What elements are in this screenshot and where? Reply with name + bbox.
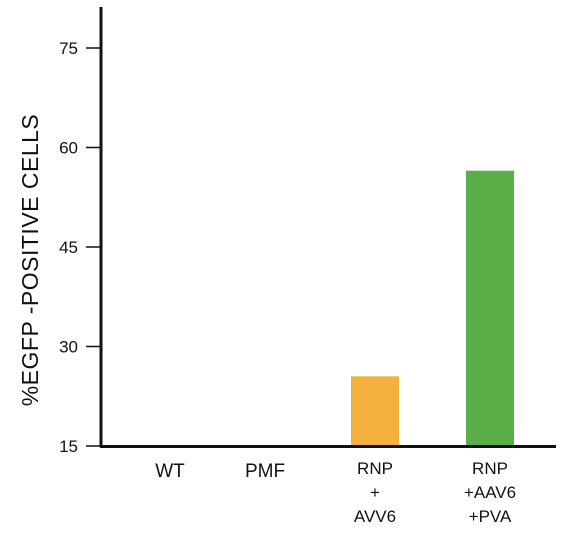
x-category-label: + xyxy=(370,483,380,502)
x-category-label: PMF xyxy=(245,461,285,482)
x-category-label: WT xyxy=(155,461,185,482)
y-axis-ticks: 15 30 45 60 75 xyxy=(59,39,101,456)
y-tick-label: 60 xyxy=(59,139,78,158)
bar xyxy=(351,376,399,446)
y-tick-label: 15 xyxy=(59,437,78,456)
x-category-label: AVV6 xyxy=(354,507,396,526)
bars xyxy=(351,170,514,446)
y-tick-label: 75 xyxy=(59,39,78,58)
bar xyxy=(466,170,514,446)
x-category-label: +AAV6 xyxy=(464,483,516,502)
x-axis-categories: WT PMF RNP + AVV6 RNP +AAV6 +PVA xyxy=(155,459,516,526)
y-axis-label: %EGFP -POSITIVE CELLS xyxy=(17,114,43,407)
y-tick-label: 45 xyxy=(59,238,78,257)
y-tick-label: 30 xyxy=(59,338,78,357)
x-category-label: RNP xyxy=(357,459,393,478)
x-category-label: +PVA xyxy=(469,507,512,526)
x-category-label: RNP xyxy=(472,459,508,478)
